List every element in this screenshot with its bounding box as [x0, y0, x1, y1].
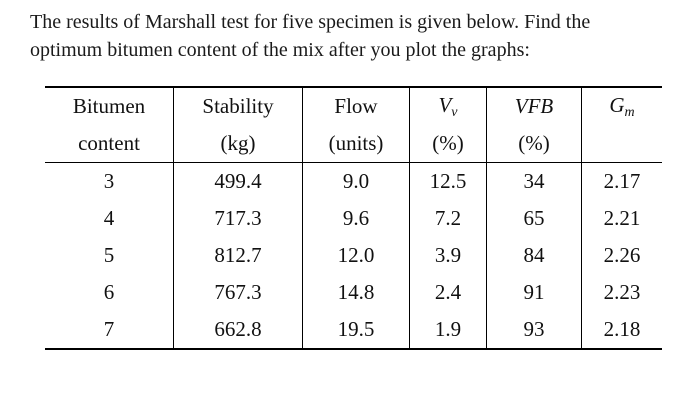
cell-vv: 2.4 [409, 274, 487, 311]
cell-flow: 9.6 [302, 200, 410, 237]
header-vfb-top: VFB [486, 87, 582, 125]
cell-bitumen: 7 [45, 311, 174, 349]
cell-flow: 19.5 [302, 311, 410, 349]
table-header: Bitumen Stability Flow Vv VFB Gm content… [45, 87, 662, 163]
header-bitumen-top: Bitumen [45, 87, 174, 125]
header-vfb-bottom: (%) [486, 125, 582, 163]
cell-gm: 2.17 [603, 169, 641, 193]
header-stability-top: Stability [173, 87, 303, 125]
header-stability-bottom: (kg) [173, 125, 303, 163]
header-gm-bottom [581, 125, 662, 163]
question-line-1: The results of Marshall test for five sp… [30, 11, 591, 33]
cell-gm: 2.26 [603, 243, 641, 267]
cell-gm: 2.18 [603, 317, 641, 341]
table-body: 3 499.4 9.0 12.5 34 2.17 4 717.3 9.6 7.2… [45, 162, 662, 349]
cell-vv: 12.5 [409, 162, 487, 200]
table-row: 6 767.3 14.8 2.4 91 2.23 [45, 274, 662, 311]
vv-subscript: v [451, 104, 458, 120]
cell-stability: 717.3 [173, 200, 303, 237]
cell-flow: 12.0 [302, 237, 410, 274]
cell-bitumen: 3 [45, 162, 174, 200]
cell-bitumen: 6 [45, 274, 174, 311]
table-row: 7 662.8 19.5 1.9 93 2.18 [45, 311, 662, 349]
cell-vv: 7.2 [409, 200, 487, 237]
table-row: 4 717.3 9.6 7.2 65 2.21 [45, 200, 662, 237]
header-row-top: Bitumen Stability Flow Vv VFB Gm [45, 87, 662, 125]
cell-vfb: 84 [486, 237, 582, 274]
cell-flow: 14.8 [302, 274, 410, 311]
question-line-2: optimum bitumen content of the mix after… [30, 39, 530, 61]
cell-stability: 767.3 [173, 274, 303, 311]
header-vv-top: Vv [409, 87, 487, 125]
cell-stability: 662.8 [173, 311, 303, 349]
header-vv-bottom: (%) [409, 125, 487, 163]
cell-vv: 1.9 [409, 311, 487, 349]
cell-vfb: 93 [486, 311, 582, 349]
cell-bitumen: 5 [45, 237, 174, 274]
table-row: 5 812.7 12.0 3.9 84 2.26 [45, 237, 662, 274]
header-gm-top: Gm [582, 87, 663, 125]
cell-gm: 2.23 [603, 280, 641, 304]
cell-bitumen: 4 [45, 200, 174, 237]
gm-symbol: G [609, 92, 625, 117]
header-flow-bottom: (units) [302, 125, 410, 163]
cell-stability: 812.7 [173, 237, 303, 274]
header-bitumen-bottom: content [45, 125, 174, 163]
cell-stability: 499.4 [173, 162, 303, 200]
cell-vv: 3.9 [409, 237, 487, 274]
table-row: 3 499.4 9.0 12.5 34 2.17 [45, 162, 662, 200]
cell-gm: 2.21 [603, 206, 641, 230]
question-text: The results of Marshall test for five sp… [30, 8, 670, 64]
vv-symbol: V [438, 92, 452, 117]
header-flow-top: Flow [302, 87, 410, 125]
cell-vfb: 91 [486, 274, 582, 311]
gm-subscript: m [624, 104, 635, 120]
header-row-bottom: content (kg) (units) (%) (%) [45, 125, 662, 163]
cell-flow: 9.0 [302, 162, 410, 200]
cell-vfb: 65 [486, 200, 582, 237]
vfb-symbol: VFB [514, 94, 554, 118]
cell-vfb: 34 [486, 162, 582, 200]
marshall-test-table: Bitumen Stability Flow Vv VFB Gm content… [45, 86, 662, 350]
